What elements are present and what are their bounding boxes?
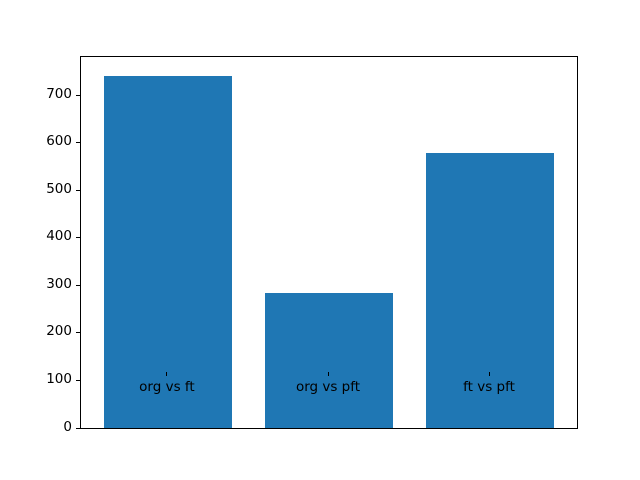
y-tick-label: 100	[46, 370, 72, 387]
x-tick-label: org vs ft	[139, 379, 195, 395]
y-axis-tick	[76, 427, 80, 429]
y-tick-label: 0	[63, 418, 72, 435]
y-tick-label: 600	[46, 133, 72, 150]
bar-org-vs-pft	[264, 293, 394, 428]
y-tick-label: 500	[46, 180, 72, 197]
y-axis-tick	[76, 332, 80, 334]
x-axis-tick	[488, 372, 490, 376]
bar-ft-vs-pft	[425, 152, 555, 428]
y-axis-tick	[76, 142, 80, 144]
y-axis-tick	[76, 237, 80, 239]
y-axis-tick	[76, 284, 80, 286]
x-tick-label: org vs pft	[295, 379, 361, 395]
y-axis-tick	[76, 379, 80, 381]
bar-org-vs-ft	[103, 76, 233, 428]
y-tick-label: 200	[46, 323, 72, 340]
x-tick-label: ft vs pft	[463, 379, 515, 395]
y-tick-label: 400	[46, 228, 72, 245]
plot-area	[76, 56, 578, 429]
x-axis-tick	[166, 372, 168, 376]
x-axis-tick	[327, 372, 329, 376]
y-axis-tick	[76, 94, 80, 96]
y-tick-label: 300	[46, 275, 72, 292]
y-axis-tick	[76, 189, 80, 191]
y-tick-label: 700	[46, 85, 72, 102]
